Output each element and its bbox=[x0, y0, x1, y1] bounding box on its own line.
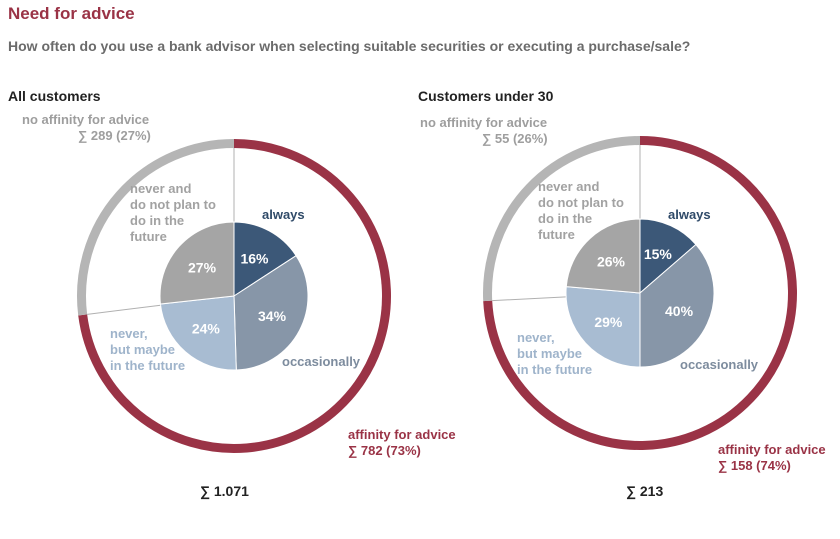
slice-always bbox=[233, 221, 297, 297]
value-affinity-u30: ∑ 158 (74%) bbox=[718, 458, 791, 473]
slice-never-no-plan bbox=[565, 218, 641, 294]
label-always-u30: always bbox=[668, 207, 711, 222]
value-no-affinity-all: ∑ 289 (27%) bbox=[78, 128, 151, 143]
value-affinity-all: ∑ 782 (73%) bbox=[348, 443, 421, 458]
slice-percent-label: 40% bbox=[665, 303, 694, 319]
total-all-customers: ∑ 1.071 bbox=[200, 483, 249, 499]
slice-percent-label: 34% bbox=[258, 308, 287, 324]
slice-percent-label: 27% bbox=[188, 259, 217, 275]
ring-affinity bbox=[483, 136, 797, 450]
slice-never-maybe bbox=[565, 286, 641, 368]
chart-title-under-30: Customers under 30 bbox=[418, 88, 554, 104]
chart-title-all-customers: All customers bbox=[8, 88, 101, 104]
label-occasionally-all: occasionally bbox=[282, 354, 361, 369]
label-never-no-plan-u30: never and do not plan to do in the futur… bbox=[538, 179, 624, 242]
label-affinity-all: affinity for advice bbox=[348, 427, 456, 442]
ring-affinity bbox=[78, 139, 391, 453]
slice-occasionally bbox=[639, 243, 715, 368]
label-no-affinity-all: no affinity for advice bbox=[22, 112, 150, 127]
slice-percent-label: 29% bbox=[594, 314, 623, 330]
slice-occasionally bbox=[233, 255, 309, 371]
page-subtitle: How often do you use a bank advisor when… bbox=[8, 38, 691, 54]
label-occasionally-u30: occasionally bbox=[680, 357, 759, 372]
ring-no-affinity bbox=[77, 139, 235, 316]
slice-never-maybe bbox=[159, 295, 237, 371]
page-title: Need for advice bbox=[8, 4, 135, 23]
total-under-30: ∑ 213 bbox=[626, 483, 664, 499]
slice-percent-label: 16% bbox=[240, 250, 269, 266]
label-never-maybe-u30: never, but maybe in the future bbox=[517, 330, 593, 377]
label-always-all: always bbox=[262, 207, 305, 222]
separator-line bbox=[492, 296, 567, 302]
label-never-maybe-all: never, but maybe in the future bbox=[110, 326, 186, 373]
label-affinity-u30: affinity for advice bbox=[718, 442, 826, 457]
value-no-affinity-u30: ∑ 55 (26%) bbox=[482, 131, 548, 146]
slice-percent-label: 24% bbox=[192, 320, 221, 336]
slice-never-no-plan bbox=[159, 221, 235, 305]
label-no-affinity-u30: no affinity for advice bbox=[420, 115, 548, 130]
slice-percent-label: 26% bbox=[597, 253, 626, 269]
slice-percent-label: 15% bbox=[644, 246, 673, 262]
slice-always bbox=[639, 218, 697, 295]
label-never-no-plan-all: never and do not plan to do in the futur… bbox=[130, 181, 216, 244]
separator-line bbox=[87, 304, 161, 315]
ring-no-affinity bbox=[483, 136, 641, 302]
